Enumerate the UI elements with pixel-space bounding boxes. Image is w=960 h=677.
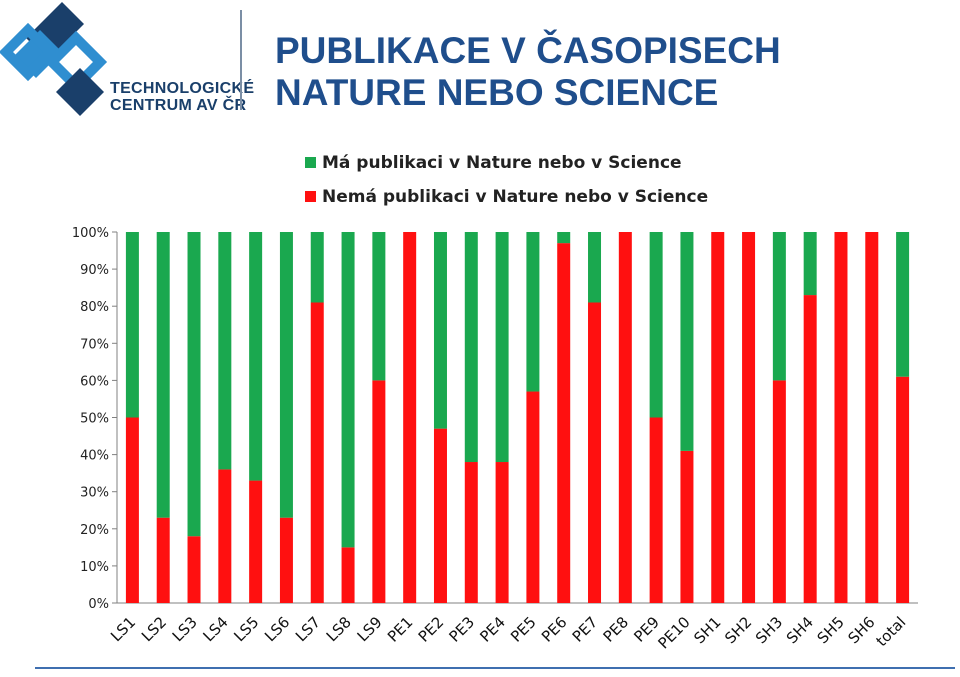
bar-segment-green: [557, 232, 571, 244]
x-tick-label: LS9: [354, 613, 386, 645]
y-tick-label: 20%: [80, 523, 109, 538]
x-tick-label: LS1: [107, 613, 139, 645]
bar-segment-red: [896, 376, 910, 603]
bar-segment-green: [187, 232, 201, 537]
bar-segment-red: [279, 517, 293, 603]
x-tick-label: SH3: [752, 613, 786, 647]
bar-segment-red: [618, 232, 632, 603]
bar-segment-green: [218, 232, 232, 470]
x-tick-label: LS3: [169, 613, 201, 645]
bar-segment-red: [372, 380, 386, 603]
x-tick-label: SH2: [721, 613, 755, 647]
bar-segment-green: [279, 232, 293, 518]
bar-segment-red: [865, 232, 879, 603]
x-tick-label: PE2: [415, 613, 448, 646]
bar-segment-red: [742, 232, 756, 603]
bar-segment-green: [588, 232, 602, 303]
bar-segment-green: [526, 232, 540, 392]
y-tick-label: 50%: [80, 412, 109, 427]
logo-text-line2: CENTRUM AV ČR: [110, 97, 247, 114]
bar-segment-red: [125, 417, 139, 603]
legend-swatch-red: [305, 191, 316, 202]
bar-segment-green: [249, 232, 263, 481]
x-tick-label: LS4: [200, 613, 232, 645]
bar-segment-red: [403, 232, 417, 603]
legend-label: Má publikaci v Nature nebo v Science: [322, 153, 682, 173]
x-tick-label: LS7: [292, 613, 324, 645]
bar-segment-green: [649, 232, 663, 418]
bar-segment-red: [218, 469, 232, 603]
bar-segment-red: [588, 302, 602, 603]
bar-segment-red: [526, 391, 540, 603]
bar-segment-red: [249, 480, 263, 603]
y-tick-label: 70%: [80, 337, 109, 352]
x-tick-label: PE6: [538, 613, 571, 646]
bar-segment-red: [433, 428, 447, 603]
y-tick-label: 90%: [80, 263, 109, 278]
x-tick-label: PE4: [476, 613, 509, 646]
bar-segment-red: [772, 380, 786, 603]
x-tick-label: PE7: [569, 613, 602, 646]
bar-segment-green: [803, 232, 817, 296]
legend-label: Nemá publikaci v Nature nebo v Science: [322, 187, 708, 207]
x-tick-label: SH1: [690, 613, 724, 647]
bar-segment-green: [495, 232, 509, 463]
x-tick-label: PE5: [507, 613, 540, 646]
x-tick-label: SH4: [783, 613, 817, 647]
y-tick-label: 30%: [80, 486, 109, 501]
y-tick-label: 100%: [72, 226, 109, 241]
bar-segment-red: [156, 517, 170, 603]
y-tick-label: 60%: [80, 374, 109, 389]
logo-emblem-icon: [0, 2, 108, 116]
y-tick-label: 10%: [80, 560, 109, 575]
y-tick-label: 80%: [80, 300, 109, 315]
bar-segment-green: [433, 232, 447, 429]
stacked-bar-chart: 0%10%20%30%40%50%60%70%80%90%100%LS1LS2L…: [72, 153, 918, 652]
y-tick-label: 0%: [88, 597, 109, 612]
bar-segment-red: [187, 536, 201, 603]
x-tick-label: LS6: [261, 613, 293, 645]
logo-text-line1: TECHNOLOGICKÉ: [110, 80, 255, 97]
bar-segment-red: [495, 462, 509, 603]
x-tick-label: SH6: [844, 613, 878, 647]
bar-segment-red: [803, 295, 817, 603]
x-tick-label: PE10: [654, 613, 693, 652]
bar-segment-red: [310, 302, 324, 603]
bar-segment-green: [341, 232, 355, 548]
x-tick-label: total: [872, 613, 909, 650]
page-title-line2: NATURE NEBO SCIENCE: [275, 72, 719, 113]
x-tick-label: PE1: [384, 613, 417, 646]
x-tick-label: LS8: [323, 613, 355, 645]
bar-segment-green: [772, 232, 786, 381]
bar-segment-green: [372, 232, 386, 381]
bar-segment-red: [557, 243, 571, 603]
y-tick-label: 40%: [80, 449, 109, 464]
page-title-line1: PUBLIKACE V ČASOPISECH: [275, 30, 781, 71]
x-tick-label: PE8: [600, 613, 633, 646]
bar-segment-green: [680, 232, 694, 451]
bar-segment-green: [310, 232, 324, 303]
legend-swatch-green: [305, 157, 316, 168]
bar-segment-green: [464, 232, 478, 463]
bar-segment-green: [896, 232, 910, 377]
bar-segment-red: [464, 462, 478, 603]
bar-segment-red: [834, 232, 848, 603]
x-tick-label: LS5: [230, 613, 262, 645]
x-tick-label: LS2: [138, 613, 170, 645]
header-divider: [240, 10, 242, 110]
logo: [0, 2, 108, 116]
bar-segment-red: [680, 450, 694, 603]
bar-segment-red: [649, 417, 663, 603]
bar-segment-red: [711, 232, 725, 603]
footer-divider: [35, 667, 955, 669]
bar-segment-green: [125, 232, 139, 418]
x-tick-label: SH5: [814, 613, 848, 647]
bar-segment-red: [341, 547, 355, 603]
bar-segment-green: [156, 232, 170, 518]
x-tick-label: PE3: [446, 613, 479, 646]
